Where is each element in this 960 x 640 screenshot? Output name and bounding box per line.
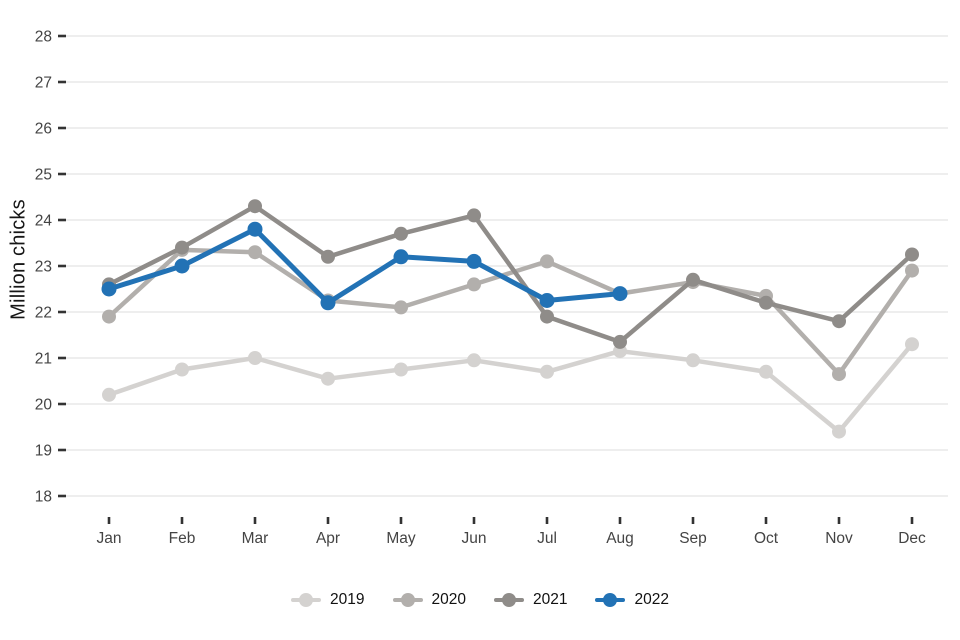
series-2019-point-May	[394, 362, 408, 377]
series-2019-point-Oct	[759, 364, 773, 379]
series-2022-point-Feb	[174, 258, 190, 274]
series-2021-point-Aug	[613, 334, 627, 349]
series-2021-point-May	[394, 226, 408, 241]
y-tick-label: 19	[35, 443, 52, 460]
y-tick-label: 24	[35, 213, 53, 230]
legend-label-2021: 2021	[533, 591, 568, 608]
series-2022-point-Jul	[539, 293, 555, 308]
x-tick-label: Aug	[606, 530, 634, 547]
legend-label-2020: 2020	[431, 591, 466, 608]
x-tick-label: Sep	[679, 530, 707, 547]
y-tick-label: 21	[35, 351, 52, 368]
legend-item-2019[interactable]: 2019	[291, 591, 365, 609]
series-2020-point-Jul	[540, 254, 554, 269]
series-2022-point-Jun	[466, 253, 482, 269]
y-axis-title: Million chicks	[7, 199, 30, 320]
x-tick-label: Oct	[754, 530, 779, 547]
legend-marker-2021-icon	[494, 593, 524, 608]
series-2022-point-May	[393, 249, 409, 265]
series-2020-point-May	[394, 300, 408, 315]
series-2019-point-Jul	[540, 364, 554, 379]
series-2021-point-Dec	[905, 247, 919, 262]
series-2019-point-Mar	[248, 351, 262, 365]
series-2021-point-Feb	[175, 240, 189, 255]
series-2021-point-Apr	[321, 249, 335, 264]
legend-label-2019: 2019	[330, 591, 365, 608]
x-tick-label: Apr	[316, 530, 340, 547]
x-tick-label: May	[386, 530, 416, 547]
series-2019-point-Dec	[905, 337, 919, 352]
x-tick-label: Jul	[537, 530, 557, 547]
series-2022-point-Aug	[612, 286, 628, 302]
series-2021-point-Mar	[248, 199, 262, 214]
series-2019-point-Sep	[686, 353, 700, 368]
legend: 2019 2020 2021 2022	[0, 585, 960, 615]
y-tick-label: 28	[35, 29, 52, 46]
series-2021-point-Jun	[467, 208, 481, 223]
x-tick-label: Dec	[898, 530, 926, 547]
y-tick-label: 23	[35, 259, 52, 276]
x-tick-label: Jan	[97, 530, 122, 547]
x-tick-label: Feb	[169, 530, 196, 547]
x-tick-label: Mar	[242, 530, 269, 547]
legend-item-2020[interactable]: 2020	[392, 591, 466, 609]
series-2022-line	[106, 226, 623, 306]
series-2022-point-Apr	[320, 295, 336, 311]
series-2020-point-Jan	[102, 309, 116, 324]
series-2019-point-Jan	[102, 387, 116, 402]
series-2021-line	[106, 203, 915, 345]
series-2019-point-Nov	[832, 424, 846, 439]
legend-marker-2022-icon	[595, 593, 626, 608]
x-tick-label: Nov	[825, 530, 853, 547]
y-tick-label: 25	[35, 167, 52, 184]
series-2021-point-Jul	[540, 309, 554, 324]
plot-area: 28 27 26 25 24 23 22 21 20 19 18 Jan Feb Mar Apr May Jun…	[35, 29, 948, 547]
series-2021-point-Nov	[832, 314, 846, 329]
legend-marker-2020-icon	[392, 593, 423, 608]
series-2021-point-Oct	[759, 295, 773, 310]
legend-item-2022[interactable]: 2022	[595, 591, 669, 609]
series-2019-point-Jun	[467, 353, 481, 368]
y-tick-label: 18	[35, 489, 52, 506]
series-2020-point-Mar	[248, 245, 262, 260]
y-tick-label: 22	[35, 305, 52, 322]
series-2021-point-Sep	[686, 272, 700, 287]
series-2020-point-Dec	[905, 263, 919, 278]
legend-item-2021[interactable]: 2021	[494, 591, 567, 609]
series-2022-point-Mar	[247, 221, 263, 237]
series-2020-point-Jun	[467, 277, 481, 292]
series-2019-point-Feb	[175, 362, 189, 377]
series-2020-line	[106, 247, 915, 377]
x-tick-label: Jun	[462, 530, 487, 547]
series-2019-line	[106, 341, 915, 434]
y-tick-label: 26	[35, 121, 52, 138]
series-2022-point-Jan	[101, 281, 117, 297]
y-tick-label: 27	[35, 75, 52, 92]
y-tick-label: 20	[35, 397, 53, 414]
legend-label-2022: 2022	[634, 591, 669, 608]
series-2019-point-Apr	[321, 371, 335, 386]
legend-marker-2019-icon	[291, 593, 322, 608]
series-2020-point-Nov	[832, 367, 846, 382]
